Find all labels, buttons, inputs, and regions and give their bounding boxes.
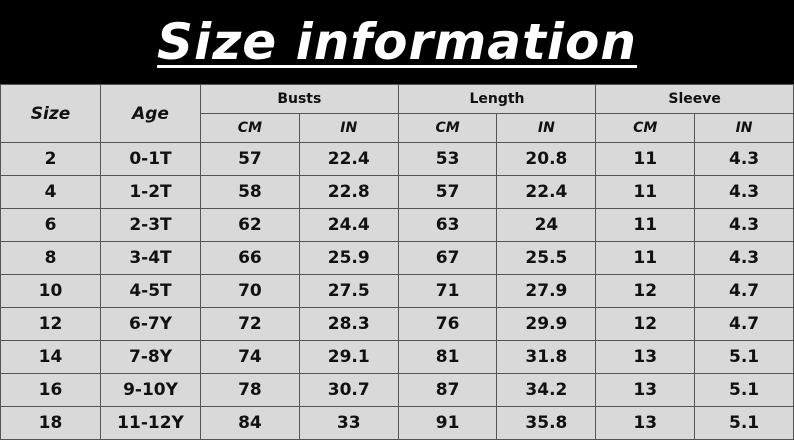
- cell-busts-cm: 57: [200, 142, 300, 176]
- cell-age: 7-8Y: [100, 340, 201, 374]
- cell-size: 10: [0, 274, 101, 308]
- table-row: 16 9-10Y 78 30.7 87 34.2 13 5.1: [0, 373, 794, 407]
- cell-sleeve-in: 4.7: [694, 274, 794, 308]
- cell-sleeve-in: 5.1: [694, 340, 794, 374]
- cell-sleeve-cm: 13: [595, 373, 696, 407]
- cell-busts-in: 27.5: [298, 274, 399, 308]
- length-header: Length: [397, 84, 597, 114]
- cell-sleeve-cm: 11: [595, 175, 696, 209]
- cell-busts-in: 30.7: [298, 373, 399, 407]
- cell-sleeve-cm: 11: [595, 142, 696, 176]
- title-banner: Size information: [0, 0, 794, 84]
- cell-length-cm: 53: [397, 142, 498, 176]
- cell-sleeve-in: 4.7: [694, 307, 794, 341]
- page-title: Size information: [157, 13, 637, 71]
- cell-sleeve-in: 4.3: [694, 241, 794, 275]
- size-header: Size: [0, 84, 101, 143]
- unit-header-in: IN: [496, 113, 597, 143]
- cell-busts-in: 22.8: [298, 175, 399, 209]
- cell-sleeve-in: 4.3: [694, 142, 794, 176]
- unit-header-in: IN: [298, 113, 399, 143]
- table-row: 18 11-12Y 84 33 91 35.8 13 5.1: [0, 406, 794, 440]
- cell-sleeve-in: 4.3: [694, 175, 794, 209]
- cell-size: 6: [0, 208, 101, 242]
- table-row: 12 6-7Y 72 28.3 76 29.9 12 4.7: [0, 307, 794, 341]
- cell-length-in: 34.2: [496, 373, 597, 407]
- cell-length-in: 35.8: [496, 406, 597, 440]
- cell-sleeve-in: 4.3: [694, 208, 794, 242]
- cell-length-in: 27.9: [496, 274, 597, 308]
- cell-sleeve-cm: 11: [595, 241, 696, 275]
- cell-busts-cm: 62: [200, 208, 300, 242]
- cell-busts-in: 28.3: [298, 307, 399, 341]
- table-row: 4 1-2T 58 22.8 57 22.4 11 4.3: [0, 175, 794, 209]
- cell-size: 14: [0, 340, 101, 374]
- unit-header-cm: CM: [200, 113, 300, 143]
- sleeve-header: Sleeve: [595, 84, 794, 114]
- cell-length-in: 24: [496, 208, 597, 242]
- table-row: 8 3-4T 66 25.9 67 25.5 11 4.3: [0, 241, 794, 275]
- cell-length-cm: 87: [397, 373, 498, 407]
- cell-busts-in: 33: [298, 406, 399, 440]
- cell-sleeve-cm: 13: [595, 340, 696, 374]
- cell-length-cm: 57: [397, 175, 498, 209]
- unit-header-cm: CM: [595, 113, 696, 143]
- busts-header: Busts: [200, 84, 399, 114]
- cell-sleeve-cm: 13: [595, 406, 696, 440]
- cell-length-in: 29.9: [496, 307, 597, 341]
- cell-age: 9-10Y: [100, 373, 201, 407]
- cell-sleeve-in: 5.1: [694, 373, 794, 407]
- cell-length-cm: 63: [397, 208, 498, 242]
- table-row: 14 7-8Y 74 29.1 81 31.8 13 5.1: [0, 340, 794, 374]
- table-row: 10 4-5T 70 27.5 71 27.9 12 4.7: [0, 274, 794, 308]
- cell-length-in: 22.4: [496, 175, 597, 209]
- cell-busts-in: 25.9: [298, 241, 399, 275]
- cell-sleeve-in: 5.1: [694, 406, 794, 440]
- unit-header-cm: CM: [397, 113, 498, 143]
- cell-length-in: 25.5: [496, 241, 597, 275]
- cell-busts-cm: 72: [200, 307, 300, 341]
- cell-busts-cm: 58: [200, 175, 300, 209]
- cell-size: 4: [0, 175, 101, 209]
- cell-age: 4-5T: [100, 274, 201, 308]
- cell-busts-cm: 84: [200, 406, 300, 440]
- cell-length-cm: 81: [397, 340, 498, 374]
- size-table: Size Age Busts Length Sleeve CM IN CM IN…: [0, 84, 794, 440]
- cell-length-in: 31.8: [496, 340, 597, 374]
- cell-length-cm: 71: [397, 274, 498, 308]
- cell-sleeve-cm: 12: [595, 307, 696, 341]
- cell-size: 2: [0, 142, 101, 176]
- cell-sleeve-cm: 12: [595, 274, 696, 308]
- cell-size: 12: [0, 307, 101, 341]
- cell-age: 2-3T: [100, 208, 201, 242]
- cell-sleeve-cm: 11: [595, 208, 696, 242]
- table-row: 6 2-3T 62 24.4 63 24 11 4.3: [0, 208, 794, 242]
- cell-busts-cm: 70: [200, 274, 300, 308]
- cell-age: 0-1T: [100, 142, 201, 176]
- cell-size: 18: [0, 406, 101, 440]
- cell-age: 6-7Y: [100, 307, 201, 341]
- cell-busts-in: 22.4: [298, 142, 399, 176]
- cell-busts-in: 29.1: [298, 340, 399, 374]
- cell-busts-cm: 74: [200, 340, 300, 374]
- unit-header-in: IN: [694, 113, 794, 143]
- age-header: Age: [100, 84, 201, 143]
- cell-length-cm: 91: [397, 406, 498, 440]
- cell-length-cm: 76: [397, 307, 498, 341]
- cell-busts-in: 24.4: [298, 208, 399, 242]
- cell-size: 8: [0, 241, 101, 275]
- cell-length-in: 20.8: [496, 142, 597, 176]
- cell-size: 16: [0, 373, 101, 407]
- cell-busts-cm: 78: [200, 373, 300, 407]
- cell-age: 1-2T: [100, 175, 201, 209]
- cell-busts-cm: 66: [200, 241, 300, 275]
- table-row: 2 0-1T 57 22.4 53 20.8 11 4.3: [0, 142, 794, 176]
- cell-length-cm: 67: [397, 241, 498, 275]
- cell-age: 11-12Y: [100, 406, 201, 440]
- cell-age: 3-4T: [100, 241, 201, 275]
